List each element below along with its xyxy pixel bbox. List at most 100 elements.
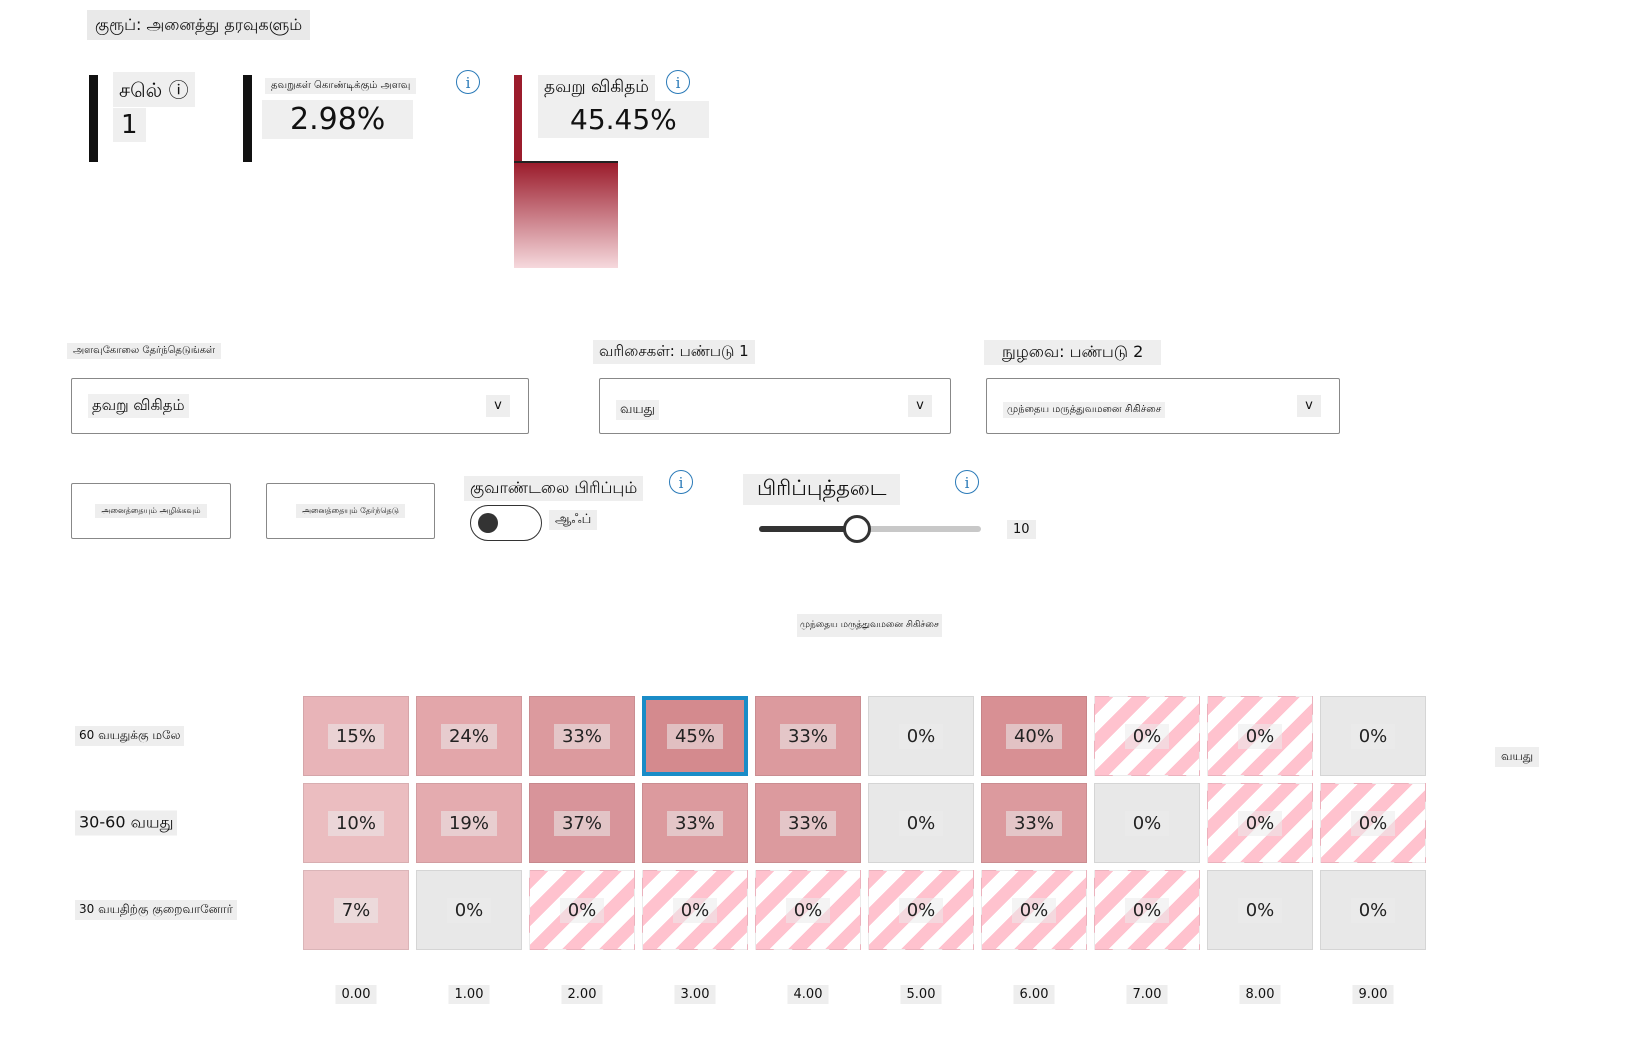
rows-select-value: வயது	[616, 400, 659, 421]
info-icon[interactable]: i	[955, 470, 979, 494]
info-icon[interactable]: i	[669, 470, 693, 494]
cells-value: 1	[113, 108, 146, 142]
x-tick-label: 3.00	[674, 985, 716, 1004]
heatmap-cell-value: 0%	[1350, 897, 1396, 923]
error-rate-value: 45.45%	[538, 101, 709, 138]
heatmap-cell-value: 0%	[1350, 723, 1396, 749]
heatmap-cell[interactable]: 40%	[981, 696, 1087, 776]
heatmap-cell-value: 0%	[1237, 897, 1283, 923]
heatmap-cell[interactable]: 37%	[529, 783, 635, 863]
error-rate-label: தவறு விகிதம்	[538, 75, 655, 101]
heatmap-cell[interactable]: 0%	[868, 870, 974, 950]
metric-select-value: தவறு விகிதம்	[88, 394, 189, 418]
bins-slider-thumb[interactable]	[842, 515, 871, 543]
heatmap-cell-value: 0%	[898, 810, 944, 836]
rows-select[interactable]: வயது v	[599, 378, 951, 434]
metric-bar-error-coverage	[243, 75, 252, 162]
heatmap-cell-value: 33%	[779, 810, 836, 836]
x-tick-label: 8.00	[1239, 985, 1281, 1004]
x-tick-label: 5.00	[900, 985, 942, 1004]
heatmap-cell-value: 7%	[333, 897, 379, 923]
heatmap-cell[interactable]: 19%	[416, 783, 522, 863]
heatmap-cell-value: 10%	[327, 810, 384, 836]
heatmap-cell-value: 37%	[553, 810, 610, 836]
quantile-label: குவாண்டலை பிரிப்பும்	[464, 476, 644, 501]
chevron-down-icon: v	[908, 395, 932, 417]
heatmap-cell-value: 19%	[440, 810, 497, 836]
metric-select-label: அளவுகோலை தேர்ந்தெடுங்கள்	[67, 343, 222, 359]
heatmap-cell[interactable]: 0%	[416, 870, 522, 950]
heatmap-cell[interactable]: 33%	[529, 696, 635, 776]
info-icon[interactable]: i	[456, 70, 480, 94]
heatmap-cell-value: 0%	[1350, 810, 1396, 836]
error-rate-fill	[514, 161, 618, 268]
heatmap-cell-value: 33%	[553, 723, 610, 749]
error-rate-bar-line	[514, 75, 522, 162]
heatmap-cell[interactable]: 0%	[1207, 696, 1313, 776]
heatmap-cell[interactable]: 0%	[1094, 783, 1200, 863]
select-all-label: அனைத்தையும் தேர்ந்தெடு	[296, 504, 405, 518]
x-tick-label: 9.00	[1352, 985, 1394, 1004]
cols-select[interactable]: முந்தைய மருத்துவமனை சிகிச்சை v	[986, 378, 1340, 434]
heatmap-cell[interactable]: 0%	[868, 696, 974, 776]
error-coverage-label: தவறுகள் கொண்டிக்கும் அளவு	[265, 78, 417, 94]
heatmap-cell-value: 33%	[1005, 810, 1062, 836]
select-all-button[interactable]: அனைத்தையும் தேர்ந்தெடு	[266, 483, 435, 539]
heatmap-cell[interactable]: 45%	[642, 696, 748, 776]
heatmap-cell[interactable]: 0%	[1320, 696, 1426, 776]
heatmap-cell[interactable]: 0%	[1320, 870, 1426, 950]
metric-bar-cells	[89, 75, 98, 162]
heatmap-cell[interactable]: 33%	[755, 783, 861, 863]
toggle-state-label: ஆஃப்	[549, 510, 598, 530]
x-tick-label: 4.00	[787, 985, 829, 1004]
heatmap-cell[interactable]: 0%	[755, 870, 861, 950]
clear-all-button[interactable]: அனைத்தையும் அழிக்கவும்	[71, 483, 231, 539]
heatmap-cell-value: 0%	[1124, 810, 1170, 836]
quantile-toggle[interactable]	[470, 505, 542, 541]
cols-select-label: நுழவை: பண்படு 2	[984, 340, 1162, 365]
x-tick-label: 0.00	[335, 985, 377, 1004]
x-tick-label: 7.00	[1126, 985, 1168, 1004]
heatmap-cell-value: 0%	[1124, 897, 1170, 923]
heatmap-cell[interactable]: 33%	[981, 783, 1087, 863]
heatmap-cell[interactable]: 15%	[303, 696, 409, 776]
heatmap-cell[interactable]: 33%	[755, 696, 861, 776]
info-icon[interactable]: i	[666, 70, 690, 94]
heatmap-cell[interactable]: 0%	[868, 783, 974, 863]
bins-value: 10	[1007, 520, 1036, 539]
heatmap-row-label: 60 வயதுக்கு மலே	[75, 726, 185, 746]
x-tick-label: 2.00	[561, 985, 603, 1004]
heatmap-cell[interactable]: 24%	[416, 696, 522, 776]
heatmap-cell[interactable]: 7%	[303, 870, 409, 950]
heatmap-cell-value: 0%	[446, 897, 492, 923]
heatmap-cell-value: 0%	[1011, 897, 1057, 923]
heatmap-cell[interactable]: 0%	[1094, 870, 1200, 950]
chevron-down-icon: v	[486, 395, 510, 417]
x-tick-label: 6.00	[1013, 985, 1055, 1004]
heatmap-cell-value: 24%	[440, 723, 497, 749]
heatmap-cell-value: 33%	[666, 810, 723, 836]
bins-label: பிரிப்புத்தடை	[743, 474, 901, 505]
heatmap-cell[interactable]: 0%	[529, 870, 635, 950]
heatmap-cell-value: 0%	[1237, 723, 1283, 749]
heatmap-cell[interactable]: 0%	[642, 870, 748, 950]
heatmap-cell[interactable]: 33%	[642, 783, 748, 863]
heatmap-cell[interactable]: 0%	[981, 870, 1087, 950]
cols-select-value: முந்தைய மருத்துவமனை சிகிச்சை	[1003, 401, 1166, 418]
heatmap-cell-value: 0%	[672, 897, 718, 923]
heatmap-cell[interactable]: 10%	[303, 783, 409, 863]
heatmap-cell[interactable]: 0%	[1207, 870, 1313, 950]
error-coverage-value: 2.98%	[262, 100, 414, 139]
bins-slider-fill	[759, 526, 857, 532]
rows-select-label: வரிசைகள்: பண்படு 1	[593, 340, 755, 364]
heatmap-cell-value: 15%	[327, 723, 384, 749]
heatmap-cell[interactable]: 0%	[1207, 783, 1313, 863]
row-axis-title: வயது	[1495, 747, 1540, 767]
column-axis-title: முந்தைய மருத்துவமனை சிகிச்சை	[797, 614, 942, 637]
heatmap-cell-value: 0%	[898, 897, 944, 923]
heatmap-cell[interactable]: 0%	[1094, 696, 1200, 776]
metric-select[interactable]: தவறு விகிதம் v	[71, 378, 529, 434]
heatmap-row-label: 30-60 வயது	[75, 810, 178, 836]
cells-label: சலெ் ⓘ	[113, 72, 195, 107]
heatmap-cell[interactable]: 0%	[1320, 783, 1426, 863]
